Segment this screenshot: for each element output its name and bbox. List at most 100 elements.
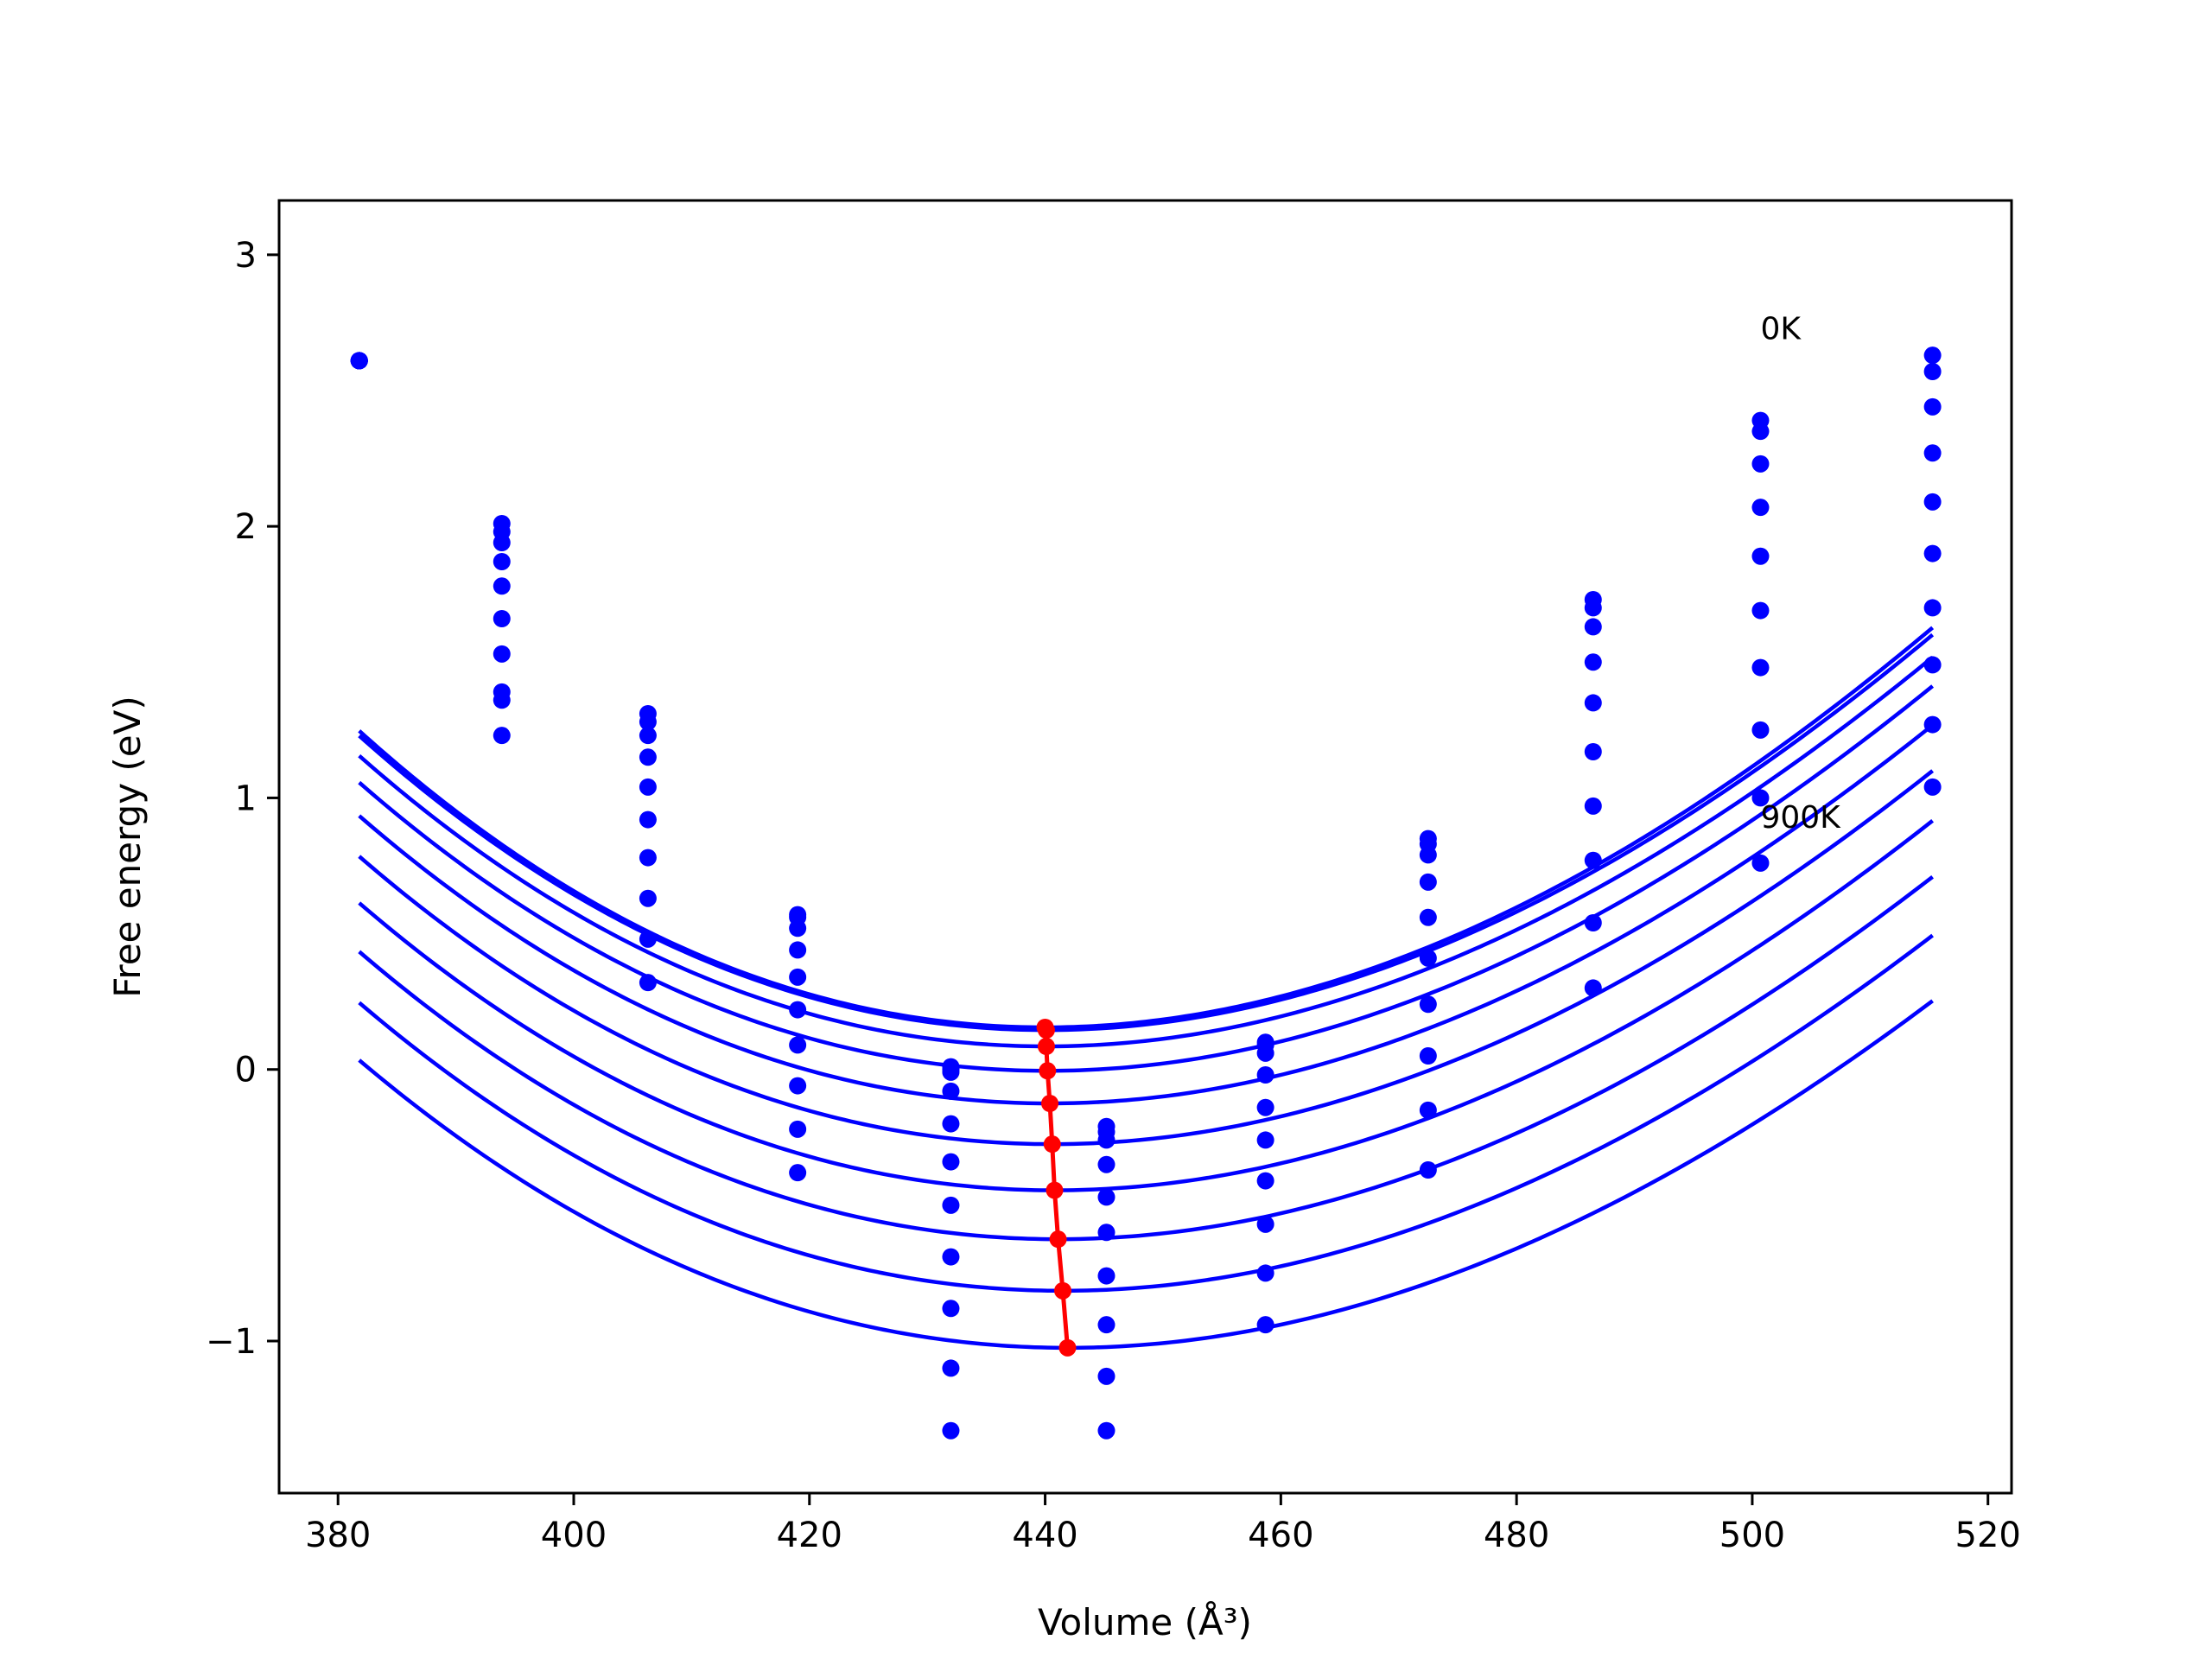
data-point xyxy=(1923,656,1942,674)
data-point xyxy=(639,778,657,796)
data-point xyxy=(1584,743,1602,760)
data-point xyxy=(639,713,657,731)
data-point xyxy=(1584,979,1602,997)
y-tick-label: 2 xyxy=(235,507,257,547)
x-axis-label: Volume (Å³) xyxy=(1038,1600,1252,1643)
x-tick-label: 440 xyxy=(1012,1516,1077,1555)
minimum-point xyxy=(1041,1095,1059,1112)
data-point xyxy=(1256,1044,1274,1062)
data-point xyxy=(493,553,511,570)
y-tick-label: 3 xyxy=(235,236,257,276)
fit-curve-4 xyxy=(358,723,1935,1106)
data-point xyxy=(1751,423,1770,441)
data-point xyxy=(1584,851,1602,869)
data-point xyxy=(1923,363,1942,380)
fit-curve-9 xyxy=(358,999,1934,1351)
data-point xyxy=(1097,1224,1116,1242)
data-point xyxy=(639,727,657,745)
data-point xyxy=(1923,444,1942,462)
minimum-point xyxy=(1039,1062,1057,1080)
data-point xyxy=(789,1120,807,1138)
minimum-point xyxy=(1049,1230,1067,1249)
data-point xyxy=(1584,653,1602,671)
x-tick-label: 500 xyxy=(1719,1516,1785,1555)
data-point xyxy=(639,810,657,829)
data-point xyxy=(942,1153,960,1171)
temperature-label: 900K xyxy=(1760,800,1841,836)
x-tick-label: 400 xyxy=(541,1516,607,1555)
data-point xyxy=(789,1036,807,1054)
data-point xyxy=(789,968,807,986)
data-point xyxy=(789,1001,807,1019)
data-point xyxy=(1751,547,1770,565)
data-point xyxy=(639,748,657,766)
minimum-point xyxy=(1054,1281,1072,1300)
data-point xyxy=(493,691,511,709)
fit-curve-6 xyxy=(358,819,1935,1192)
data-point xyxy=(1751,854,1770,872)
plot-frame xyxy=(277,199,2013,1495)
data-point xyxy=(1256,1172,1274,1190)
data-point xyxy=(639,974,657,992)
data-point xyxy=(942,1063,960,1081)
data-point xyxy=(1256,1131,1274,1149)
data-point xyxy=(1923,599,1942,617)
data-point xyxy=(1584,694,1602,712)
minimum-point xyxy=(1046,1181,1064,1199)
data-point xyxy=(493,534,511,551)
data-point xyxy=(942,1359,960,1377)
data-point xyxy=(1584,618,1602,636)
minimum-point xyxy=(1058,1338,1077,1357)
data-point xyxy=(1751,601,1770,620)
fit-curve-3 xyxy=(358,684,1935,1073)
x-axis-ticks: 380 400 420 440 460 480 500 520 xyxy=(305,1493,2021,1555)
data-point xyxy=(789,1164,807,1182)
data-point xyxy=(1923,493,1942,511)
data-point xyxy=(789,1077,807,1095)
minimum-point xyxy=(1037,1038,1055,1055)
data-point xyxy=(639,849,657,867)
data-point xyxy=(1419,873,1437,891)
data-points xyxy=(350,346,1942,1440)
data-point xyxy=(1419,846,1437,864)
data-point xyxy=(942,1082,960,1100)
data-point xyxy=(1419,1101,1437,1119)
data-point xyxy=(1097,1188,1116,1206)
data-point xyxy=(1923,715,1942,734)
data-point xyxy=(942,1300,960,1318)
data-point xyxy=(493,610,511,627)
minimum-point xyxy=(1037,1021,1055,1039)
data-point xyxy=(493,727,511,745)
data-point xyxy=(1923,346,1942,365)
fit-curve-1 xyxy=(358,632,1935,1033)
data-point xyxy=(1256,1215,1274,1233)
data-point xyxy=(1097,1421,1116,1440)
data-point xyxy=(1751,499,1770,517)
data-point xyxy=(942,1421,960,1440)
data-point xyxy=(942,1248,960,1266)
data-point xyxy=(1751,658,1770,677)
y-axis-label: Free energy (eV) xyxy=(106,696,149,998)
x-tick-label: 380 xyxy=(305,1516,371,1555)
data-point xyxy=(1419,949,1437,967)
data-point xyxy=(1751,721,1770,739)
minimum-point xyxy=(1043,1135,1061,1154)
data-point xyxy=(1584,797,1602,815)
data-point xyxy=(1097,1367,1116,1385)
fit-curve-7 xyxy=(358,875,1934,1242)
minimum-line xyxy=(1036,1019,1077,1357)
y-tick-label: 1 xyxy=(235,779,257,818)
x-tick-label: 480 xyxy=(1484,1516,1549,1555)
x-tick-label: 520 xyxy=(1955,1516,2021,1555)
data-point xyxy=(350,352,368,370)
data-point xyxy=(1751,789,1770,807)
data-point xyxy=(1097,1155,1116,1173)
data-point xyxy=(789,919,807,938)
data-point xyxy=(1923,544,1942,563)
x-tick-label: 420 xyxy=(777,1516,842,1555)
data-point xyxy=(789,941,807,959)
data-point xyxy=(942,1115,960,1133)
data-point xyxy=(1256,1264,1274,1282)
